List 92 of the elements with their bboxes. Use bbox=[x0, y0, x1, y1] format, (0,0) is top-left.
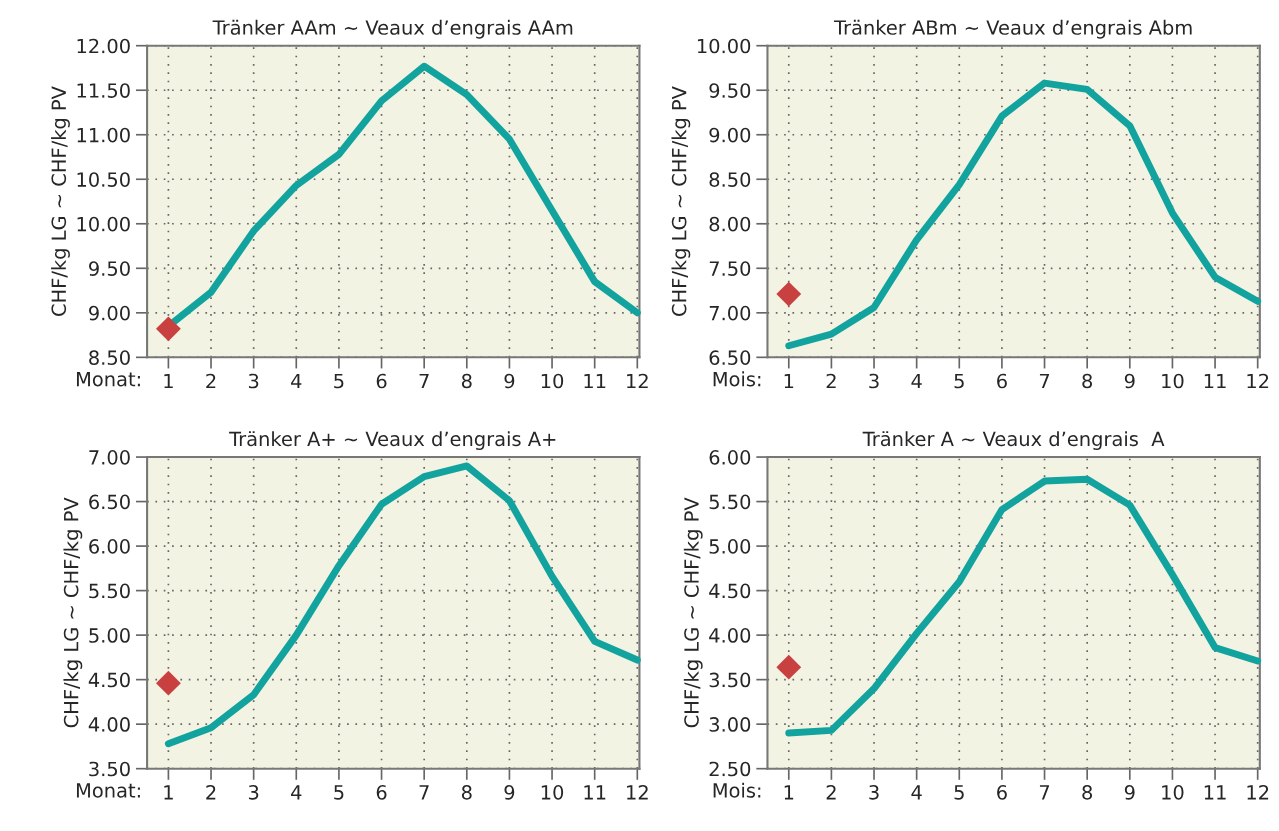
chart-title: Tränker AAm ~ Veaux d’engrais AAm bbox=[212, 19, 573, 39]
y-tick-label: 11.50 bbox=[77, 83, 130, 98]
y-tick-label: 5.00 bbox=[709, 539, 751, 554]
y-tick-label: 6.00 bbox=[709, 450, 751, 465]
x-tick-label: 6 bbox=[997, 784, 1007, 800]
y-tick-label: 10.00 bbox=[77, 216, 130, 232]
chart-title: Tränker A ~ Veaux d’engrais A bbox=[862, 431, 1165, 450]
y-tick-label: 4.50 bbox=[88, 672, 130, 688]
x-tick-label: 4 bbox=[291, 785, 302, 800]
x-tick-label: 3 bbox=[869, 373, 879, 389]
x-axis-title: Monat: bbox=[76, 783, 140, 798]
x-tick-label: 1 bbox=[164, 373, 173, 389]
x-tick-label: 4 bbox=[911, 373, 922, 389]
y-tick-label: 7.00 bbox=[709, 305, 751, 321]
x-tick-label: 6 bbox=[376, 784, 387, 800]
x-axis-title: Mois: bbox=[713, 782, 761, 798]
y-tick-label: 7.00 bbox=[89, 450, 130, 465]
x-tick-label: 2 bbox=[206, 784, 216, 800]
y-tick-label: 8.50 bbox=[89, 350, 130, 365]
y-tick-label: 8.50 bbox=[709, 172, 751, 187]
x-tick-label: 7 bbox=[419, 785, 429, 800]
x-tick-label: 5 bbox=[954, 785, 964, 800]
y-tick-label: 4.50 bbox=[709, 583, 751, 599]
x-axis-title: Mois: bbox=[713, 371, 761, 387]
x-tick-label: 4 bbox=[911, 785, 922, 800]
x-tick-label: 1 bbox=[164, 785, 173, 800]
y-axis-title: CHF/kg LG ~ CHF/kg PV bbox=[671, 86, 691, 316]
y-tick-label: 4.00 bbox=[88, 717, 130, 732]
y-tick-label: 3.50 bbox=[709, 672, 751, 688]
x-tick-label: 7 bbox=[1039, 373, 1050, 389]
x-tick-label: 9 bbox=[1124, 784, 1135, 800]
x-tick-label: 3 bbox=[248, 373, 259, 389]
y-tick-label: 11.00 bbox=[77, 127, 130, 143]
x-tick-label: 10 bbox=[1162, 784, 1184, 800]
x-tick-label: 9 bbox=[1124, 373, 1135, 389]
y-tick-label: 9.00 bbox=[709, 127, 751, 143]
y-tick-label: 10.50 bbox=[77, 172, 130, 187]
y-tick-label: 5.50 bbox=[89, 583, 130, 599]
x-tick-label: 5 bbox=[334, 373, 344, 389]
y-tick-label: 9.50 bbox=[89, 261, 130, 276]
x-tick-label: 2 bbox=[826, 784, 836, 800]
x-tick-label: 10 bbox=[541, 373, 564, 389]
y-tick-label: 3.00 bbox=[709, 717, 751, 732]
x-tick-label: 12 bbox=[627, 784, 648, 800]
y-tick-label: 10.00 bbox=[697, 38, 751, 54]
y-tick-label: 2.50 bbox=[709, 761, 751, 777]
y-tick-label: 8.00 bbox=[709, 216, 751, 232]
y-tick-label: 5.50 bbox=[709, 494, 751, 510]
y-tick-label: 3.50 bbox=[89, 761, 130, 777]
x-tick-label: 6 bbox=[376, 373, 387, 389]
x-tick-label: 8 bbox=[1082, 373, 1093, 389]
chart-title: Tränker A+ ~ Veaux d’engrais A+ bbox=[229, 431, 556, 450]
y-tick-label: 9.50 bbox=[709, 83, 751, 98]
x-tick-label: 9 bbox=[504, 373, 515, 389]
x-tick-label: 10 bbox=[1162, 373, 1184, 389]
x-tick-label: 12 bbox=[1247, 373, 1269, 389]
x-tick-label: 1 bbox=[784, 785, 794, 800]
x-tick-label: 11 bbox=[584, 373, 606, 389]
x-tick-label: 8 bbox=[1082, 784, 1093, 800]
x-tick-label: 11 bbox=[1204, 373, 1226, 389]
x-tick-label: 8 bbox=[461, 784, 472, 800]
x-tick-label: 5 bbox=[334, 785, 344, 800]
x-tick-label: 1 bbox=[784, 373, 794, 389]
y-tick-label: 6.50 bbox=[89, 494, 130, 510]
x-axis-title: Monat: bbox=[76, 371, 140, 387]
x-tick-label: 9 bbox=[504, 784, 515, 800]
y-tick-label: 6.50 bbox=[709, 350, 751, 365]
y-tick-label: 4.00 bbox=[709, 628, 751, 643]
x-tick-label: 7 bbox=[419, 373, 429, 389]
y-tick-label: 6.00 bbox=[89, 539, 130, 554]
y-tick-label: 5.00 bbox=[89, 628, 130, 643]
x-tick-label: 4 bbox=[291, 373, 302, 389]
y-tick-label: 7.50 bbox=[709, 261, 751, 276]
x-tick-label: 10 bbox=[541, 784, 564, 800]
x-tick-label: 3 bbox=[869, 784, 879, 800]
x-tick-label: 8 bbox=[461, 373, 472, 389]
chart-title: Tränker ABm ~ Veaux d’engrais Abm bbox=[833, 19, 1192, 39]
y-tick-label: 9.00 bbox=[89, 305, 130, 321]
x-tick-label: 5 bbox=[954, 373, 964, 389]
y-tick-label: 12.00 bbox=[77, 38, 130, 54]
x-tick-label: 2 bbox=[826, 373, 836, 389]
y-axis-title: CHF/kg LG ~ CHF/kg PV bbox=[683, 497, 703, 728]
x-tick-label: 12 bbox=[627, 373, 648, 389]
x-tick-label: 11 bbox=[584, 785, 606, 800]
x-tick-label: 12 bbox=[1247, 784, 1269, 800]
x-tick-label: 7 bbox=[1039, 785, 1050, 800]
x-tick-label: 6 bbox=[997, 373, 1007, 389]
y-axis-title: CHF/kg LG ~ CHF/kg PV bbox=[63, 497, 83, 728]
x-tick-label: 11 bbox=[1204, 785, 1226, 800]
x-tick-label: 2 bbox=[206, 373, 216, 389]
y-axis-title: CHF/kg LG ~ CHF/kg PV bbox=[51, 86, 70, 316]
x-tick-label: 3 bbox=[248, 784, 259, 800]
